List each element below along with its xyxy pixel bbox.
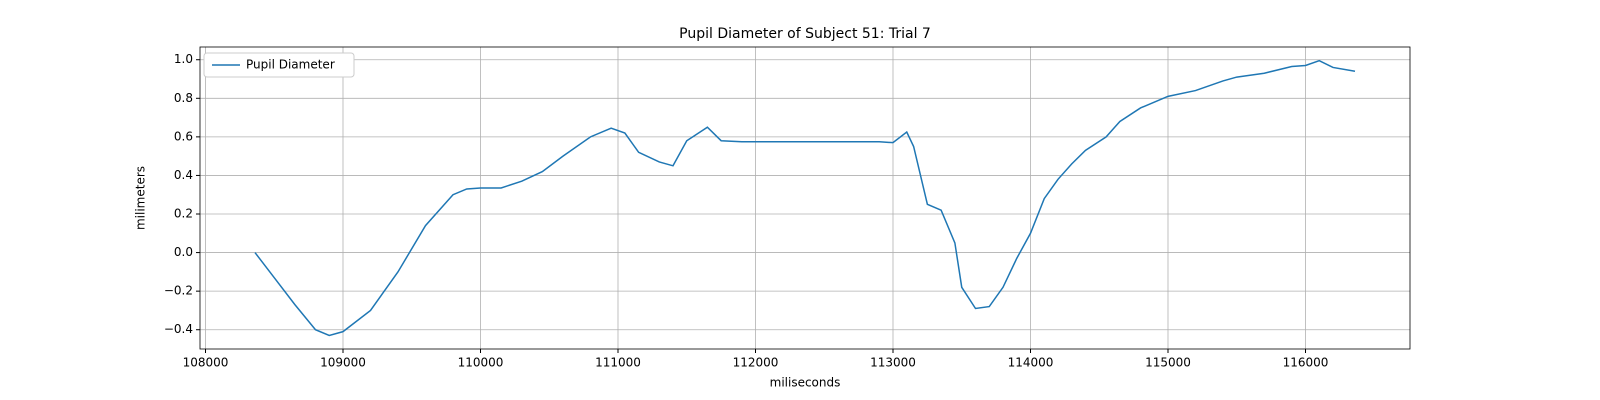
x-tick-label: 108000 xyxy=(183,356,229,370)
x-tick-label: 113000 xyxy=(870,356,916,370)
legend-label: Pupil Diameter xyxy=(246,58,335,72)
x-tick-label: 114000 xyxy=(1008,356,1054,370)
y-tick-label: −0.4 xyxy=(164,322,193,336)
x-tick-label: 110000 xyxy=(458,356,504,370)
plot-frame xyxy=(199,46,1411,350)
x-tick-label: 116000 xyxy=(1283,356,1329,370)
y-axis-label: milimeters xyxy=(134,166,148,230)
x-tick-label: 115000 xyxy=(1145,356,1191,370)
x-axis-label: miliseconds xyxy=(770,376,841,390)
y-tick-label: −0.2 xyxy=(164,284,193,298)
y-tick-label: 0.6 xyxy=(174,129,193,143)
chart-title: Pupil Diameter of Subject 51: Trial 7 xyxy=(679,26,931,42)
y-tick-label: 0.0 xyxy=(174,245,193,259)
y-tick-label: 1.0 xyxy=(174,52,193,66)
y-tick-label: 0.4 xyxy=(174,168,193,182)
legend-box xyxy=(203,52,355,78)
y-tick-label: 0.8 xyxy=(174,91,193,105)
x-tick-label: 112000 xyxy=(733,356,779,370)
data-line xyxy=(254,59,1356,337)
x-tick-label: 111000 xyxy=(595,356,641,370)
x-tick-label: 109000 xyxy=(320,356,366,370)
y-tick-label: 0.2 xyxy=(174,207,193,221)
